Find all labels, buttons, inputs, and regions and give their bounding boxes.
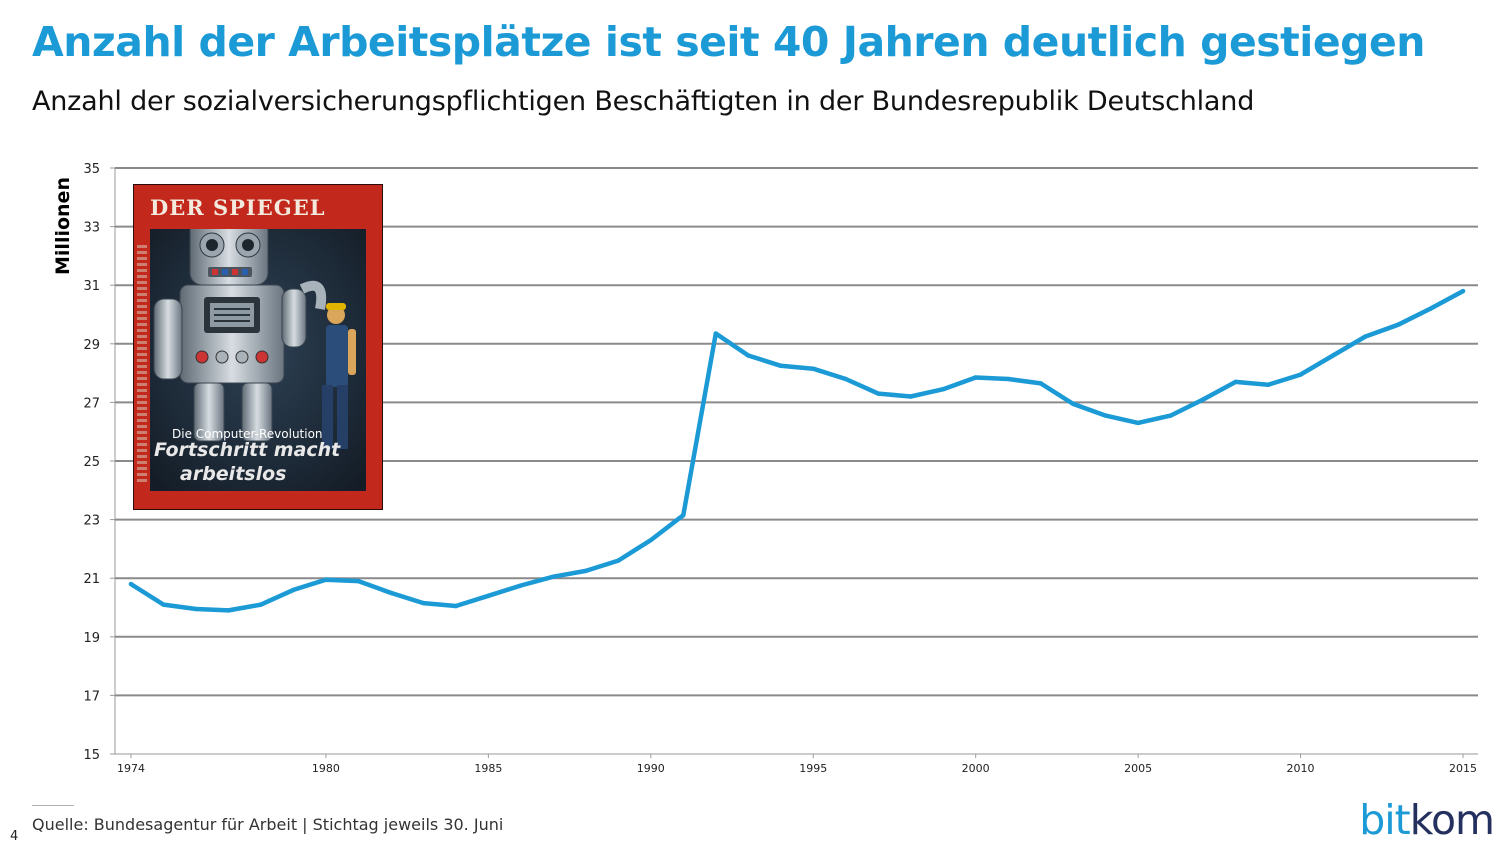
y-tick-label: 25: [83, 455, 100, 470]
data-point: [226, 608, 231, 613]
series-line: [128, 288, 1466, 613]
robot-illustration: [150, 229, 366, 491]
y-axis-label: Millionen: [52, 177, 74, 275]
data-point: [811, 366, 816, 371]
cover-photo: [150, 229, 366, 491]
data-point: [876, 391, 881, 396]
data-point: [1298, 372, 1303, 377]
cover-headline-line-1: Fortschritt macht: [154, 439, 341, 461]
data-point: [388, 590, 394, 596]
data-point: [908, 394, 913, 399]
data-point: [453, 603, 459, 609]
x-tick-label: 1974: [117, 762, 145, 775]
data-point: [1265, 382, 1271, 388]
data-point: [1395, 322, 1401, 327]
data-point: [843, 376, 848, 382]
data-point: [681, 513, 686, 518]
data-point: [1038, 381, 1043, 386]
data-point: [746, 353, 751, 358]
x-tick-label: 1995: [799, 762, 827, 775]
y-tick-label: 23: [83, 514, 100, 529]
data-point: [1460, 288, 1466, 294]
cover-headline-line-2: arbeitslos: [180, 463, 287, 485]
data-point: [518, 583, 524, 588]
y-tick-label: 21: [83, 572, 100, 587]
x-tick-label: 2015: [1449, 762, 1477, 775]
data-point: [778, 363, 783, 368]
data-point: [323, 577, 329, 582]
cover-headline-small: Die Computer-Revolution: [172, 427, 323, 441]
x-tick-label: 1990: [637, 762, 665, 775]
data-point: [1103, 413, 1108, 418]
data-point: [1233, 379, 1238, 385]
x-tick-label: 1985: [474, 762, 502, 775]
x-tick-label: 2000: [962, 762, 990, 775]
data-point: [1005, 376, 1011, 382]
page-number: 4: [10, 829, 19, 844]
spiegel-cover-image: DER SPIEGEL: [133, 184, 383, 510]
data-point: [128, 581, 134, 587]
data-point: [1168, 413, 1173, 418]
data-point: [1070, 401, 1076, 407]
source-note: Quelle: Bundesagentur für Arbeit | Stich…: [32, 815, 504, 834]
y-tick-label: 27: [83, 396, 100, 411]
data-point: [1363, 334, 1368, 339]
y-tick-label: 31: [83, 279, 100, 294]
x-axis-ticks: 1974 1980 1985 1990 1995 2000 2005 2010 2015: [117, 754, 1477, 775]
data-point: [356, 578, 361, 584]
y-tick-label: 29: [83, 338, 100, 353]
data-point: [940, 387, 946, 392]
data-point: [421, 600, 426, 606]
source-divider: [32, 805, 74, 806]
series-layer: [128, 288, 1466, 613]
cover-side-strip: [137, 245, 147, 485]
data-point: [616, 558, 621, 563]
data-point: [1135, 420, 1141, 426]
data-point: [486, 593, 491, 598]
y-tick-label: 17: [83, 689, 100, 704]
data-point: [713, 331, 718, 336]
logo-bit: bit: [1359, 796, 1410, 844]
data-point: [193, 606, 199, 612]
data-point: [161, 602, 166, 607]
x-tick-label: 1980: [312, 762, 340, 775]
data-point: [648, 537, 654, 543]
data-point: [1200, 397, 1206, 402]
y-tick-label: 15: [83, 748, 100, 763]
page-title: Anzahl der Arbeitsplätze ist seit 40 Jah…: [32, 18, 1425, 66]
data-point: [258, 602, 264, 607]
data-point: [583, 568, 589, 574]
data-point: [1330, 353, 1336, 358]
data-point: [973, 375, 978, 380]
y-tick-label: 19: [83, 631, 100, 646]
bitkom-logo: bitkom: [1359, 800, 1495, 841]
data-point: [551, 574, 556, 579]
y-axis-ticks: 15 17 19 21 23 25 27 29 31 33 35: [83, 162, 115, 763]
logo-kom: kom: [1409, 796, 1495, 844]
data-point: [1428, 306, 1433, 311]
x-tick-label: 2010: [1287, 762, 1315, 775]
y-tick-label: 35: [83, 162, 100, 177]
x-tick-label: 2005: [1124, 762, 1152, 775]
chart-subtitle: Anzahl der sozialversicherungspflichtige…: [32, 86, 1255, 117]
cover-masthead: DER SPIEGEL: [150, 195, 326, 220]
y-tick-label: 33: [83, 221, 100, 236]
data-point: [291, 587, 296, 593]
